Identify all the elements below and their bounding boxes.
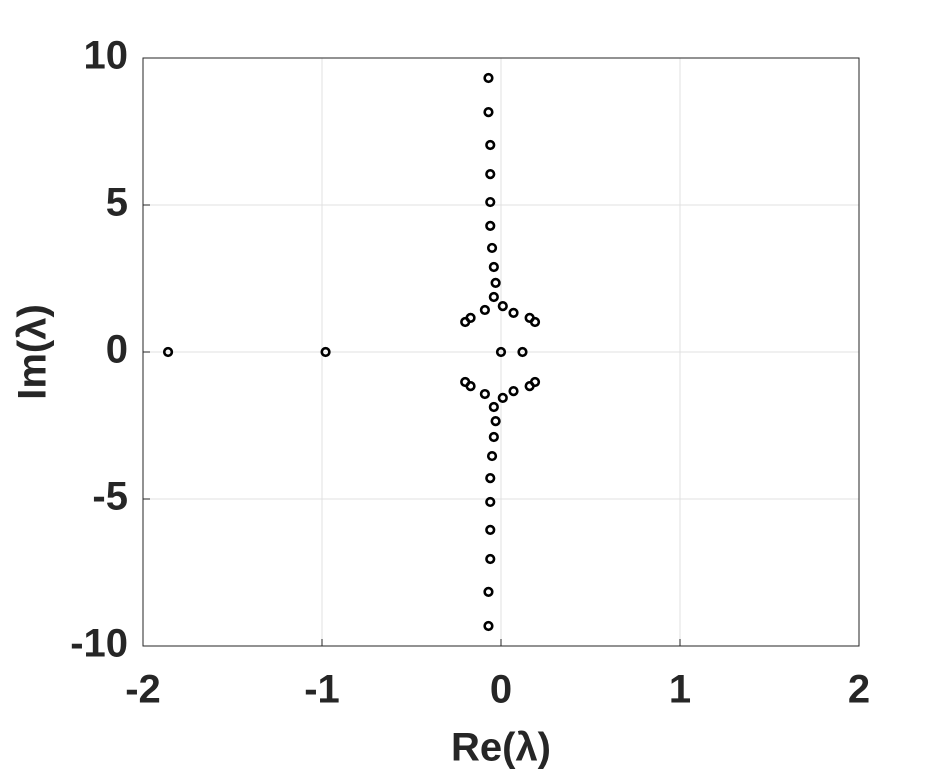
point	[486, 242, 498, 254]
point	[483, 586, 494, 598]
y-tick-label: 0	[106, 328, 128, 372]
y-tick-label: -5	[92, 475, 128, 519]
point	[508, 307, 519, 318]
point	[485, 139, 496, 151]
point	[490, 277, 501, 289]
point	[517, 346, 528, 358]
point	[508, 386, 519, 397]
point	[485, 496, 496, 508]
point	[320, 346, 331, 358]
y-tick-label: 5	[106, 181, 128, 225]
x-tick-label: 1	[669, 668, 691, 712]
point	[483, 72, 494, 84]
x-axis-label: Re(λ)	[451, 726, 551, 770]
x-tick-label: 2	[848, 668, 870, 712]
point	[488, 401, 499, 413]
plot-frame	[142, 57, 860, 647]
point	[460, 376, 471, 388]
point	[529, 376, 541, 388]
point	[485, 473, 496, 484]
y-axis-label: Im(λ)	[11, 304, 55, 400]
point	[483, 106, 494, 118]
point	[485, 524, 496, 535]
point	[485, 196, 496, 208]
x-tick-label: -2	[125, 668, 161, 712]
point	[529, 316, 541, 328]
point	[490, 415, 501, 427]
point	[488, 291, 499, 303]
point	[162, 346, 174, 358]
point	[479, 388, 490, 400]
point	[485, 553, 496, 565]
point	[485, 220, 496, 231]
y-tick-label: -10	[70, 622, 128, 666]
point	[495, 346, 507, 358]
point	[486, 450, 498, 462]
x-tick-label: 0	[490, 668, 512, 712]
point	[488, 431, 499, 443]
point	[497, 301, 508, 312]
point	[483, 620, 494, 632]
x-tick-label: -1	[304, 668, 340, 712]
y-tick-label: 10	[84, 34, 129, 78]
point	[488, 261, 499, 273]
point	[497, 392, 508, 403]
point	[485, 169, 496, 180]
point	[479, 304, 490, 316]
point	[460, 316, 471, 328]
